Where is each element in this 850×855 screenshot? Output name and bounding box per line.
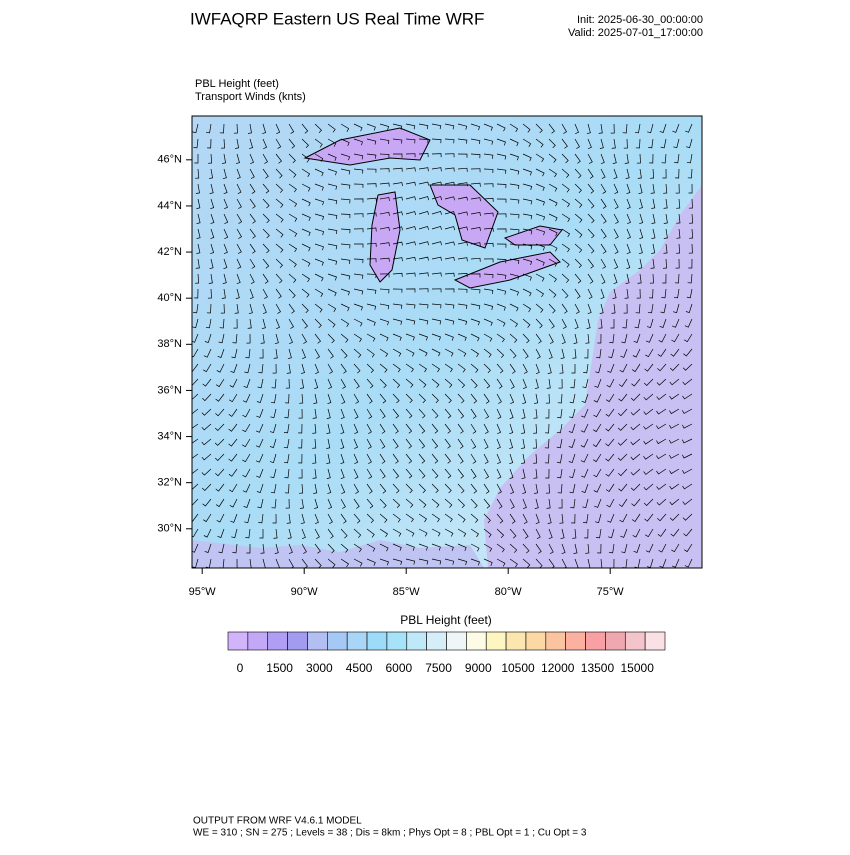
field-label: PBL Height (feet) [195,78,279,90]
footer-line: OUTPUT FROM WRF V4.6.1 MODEL [193,816,362,827]
colorbar-title: PBL Height (feet) [400,613,492,627]
y-tick-label: 40°N [157,292,182,304]
colorbar: 0 1500 3000 4500 6000 7500 9000 10500 12000 13500… [227,631,666,675]
colorbar-label: 12000 [541,661,575,675]
map-frame [191,115,703,569]
colorbar-box [446,631,467,651]
footer-line: WE = 310 ; SN = 275 ; Levels = 38 ; Dis … [193,828,587,839]
colorbar-box [227,631,249,651]
colorbar-box [327,631,348,651]
colorbar-label: 13500 [581,661,615,675]
colorbar-box [386,631,408,651]
atlantic [484,185,702,568]
map-area [192,116,702,568]
y-tick-label: 42°N [157,246,182,258]
x-tick-label: 75°W [597,586,625,598]
y-tick-label: 34°N [157,430,182,442]
x-tick-label: 90°W [291,586,319,598]
colorbar-box [525,631,547,651]
y-tick-label: 38°N [157,338,182,350]
colorbar-box [545,631,566,651]
colorbar-box [485,631,507,651]
gulf [192,540,484,568]
y-tick-label: 46°N [157,154,182,166]
colorbar-label: 3000 [306,661,333,675]
valid-time: Valid: 2025-07-01_17:00:00 [568,27,703,39]
colorbar-label: 1500 [266,661,293,675]
colorbar-label: 4500 [346,661,373,675]
y-tick-label: 32°N [157,477,182,489]
colorbar-box [346,631,368,651]
colorbar-box [247,631,269,651]
colorbar-box [287,631,308,651]
lake-huron [429,184,499,249]
colorbar-box [624,631,646,651]
colorbar-label: 0 [237,661,244,675]
colorbar-box [466,631,487,651]
colorbar-box [267,631,288,651]
x-tick-label: 80°W [495,586,523,598]
title: IWFAQRP Eastern US Real Time WRF [190,9,484,28]
barb-field [192,123,694,568]
colorbar-box [605,631,626,651]
y-tick-label: 36°N [157,384,182,396]
colorbar-box [406,631,427,651]
x-tick-label: 95°W [189,586,217,598]
colorbar-box [644,631,666,651]
y-tick-label: 44°N [157,200,182,212]
colorbar-label: 6000 [385,661,412,675]
colorbar-box [366,631,388,651]
colorbar-label: 15000 [621,661,655,675]
colorbar-box [505,631,527,651]
colorbar-box [585,631,606,651]
init-time: Init: 2025-06-30_00:00:00 [577,14,703,26]
colorbar-label: 10500 [501,661,535,675]
y-tick-label: 30°N [157,523,182,535]
colorbar-box [426,631,447,651]
colorbar-label: 7500 [425,661,452,675]
colorbar-box [307,631,328,651]
vector-label: Transport Winds (knts) [195,91,306,103]
wind-barbs [192,123,694,568]
lake-superior [303,127,431,166]
lake-erie [453,251,561,289]
colorbar-label: 9000 [465,661,492,675]
colorbar-box [565,631,586,651]
x-tick-label: 85°W [393,586,421,598]
lake-ontario [503,225,563,246]
